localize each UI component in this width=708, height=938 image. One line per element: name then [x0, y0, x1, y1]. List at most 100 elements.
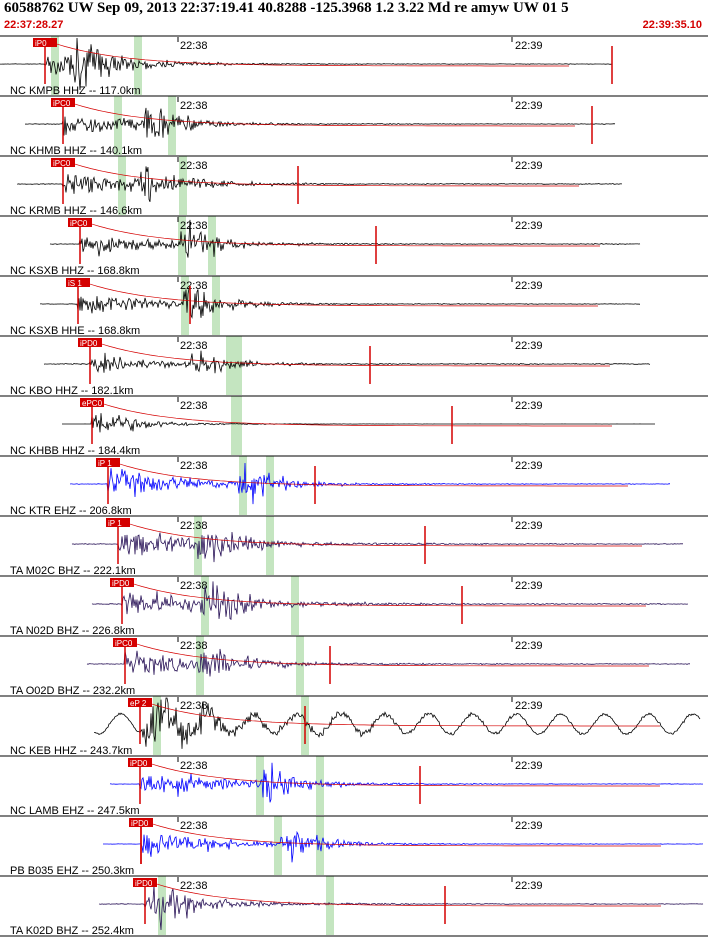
station-label: NC KTR EHZ -- 206.8km — [10, 505, 132, 517]
station-label: NC KSXB HHZ -- 168.8km — [10, 265, 140, 277]
pick-flag — [51, 158, 75, 167]
coda-decay-curve — [83, 221, 600, 247]
station-label: NC KHBB HHZ -- 184.4km — [10, 445, 140, 457]
trace-row: 22:38 22:39 iPC0 NC KHMB HHZ -- 140.1km — [0, 95, 708, 157]
tick-label: 22:38 — [180, 280, 208, 292]
tick-label: 22:38 — [180, 220, 208, 232]
pick-label: iPC0 — [115, 639, 133, 648]
end-time: 22:39:35.10 — [642, 19, 702, 31]
phase-band — [226, 336, 234, 395]
pick-label: iP 1 — [98, 459, 112, 468]
phase-band — [234, 396, 242, 455]
pick-flag — [129, 818, 153, 827]
phase-band — [326, 876, 334, 935]
tick-label: 22:39 — [515, 400, 543, 412]
tick-label: 22:38 — [180, 640, 208, 652]
phase-band — [179, 156, 187, 215]
station-label: TA N02D BHZ -- 226.8km — [10, 625, 135, 637]
pick-label: iPD0 — [135, 879, 153, 888]
station-label: TA O02D BHZ -- 232.2km — [10, 685, 135, 697]
phase-band — [181, 276, 189, 335]
waveform-trace — [0, 37, 613, 91]
tick-label: 22:39 — [515, 340, 543, 352]
tick-label: 22:39 — [515, 220, 543, 232]
station-label: NC KBO HHZ -- 182.1km — [10, 385, 133, 397]
coda-decay-curve — [95, 401, 612, 427]
phase-band — [296, 636, 304, 695]
trace-row: 22:38 22:39 iPD0 TA K02D BHZ -- 252.4km — [0, 875, 708, 937]
pick-flag — [133, 878, 157, 887]
pick-label: iPC0 — [53, 99, 71, 108]
tick-label: 22:38 — [180, 160, 208, 172]
trace-row: 22:38 22:39 iP 1 TA M02C BHZ -- 222.1km — [0, 515, 708, 577]
tick-label: 22:38 — [180, 700, 208, 712]
trace-row: 22:38 22:39 iPD0 TA N02D BHZ -- 226.8km — [0, 575, 708, 637]
coda-decay-curve — [66, 161, 579, 187]
coda-decay-curve — [48, 41, 569, 67]
waveform-trace — [91, 581, 689, 621]
pick-flag — [80, 398, 104, 407]
pick-label: ePC0 — [82, 399, 103, 408]
tick-label: 22:38 — [180, 340, 208, 352]
waveform-trace — [94, 697, 701, 749]
pick-label: iPD0 — [112, 579, 130, 588]
waveform-trace — [24, 107, 616, 138]
station-label: TA K02D BHZ -- 252.4km — [10, 925, 134, 937]
waveform-trace — [49, 219, 641, 258]
coda-decay-curve — [111, 461, 628, 487]
pick-flag — [96, 458, 120, 467]
waveform-trace — [109, 762, 704, 803]
coda-decay-curve — [143, 701, 660, 727]
phase-band — [316, 756, 324, 815]
pick-flag — [128, 698, 152, 707]
pick-label: iPC0 — [53, 159, 71, 168]
pick-label: iPD0 — [130, 759, 148, 768]
station-label: NC KSXB HHE -- 168.8km — [10, 325, 140, 337]
pick-flag — [78, 338, 102, 347]
station-label: NC KRMB HHZ -- 146.6km — [10, 205, 142, 217]
tick-label: 22:38 — [180, 460, 208, 472]
coda-decay-curve — [148, 881, 661, 907]
tick-label: 22:39 — [515, 160, 543, 172]
phase-band — [194, 516, 202, 575]
tick-label: 22:38 — [180, 760, 208, 772]
coda-decay-curve — [66, 101, 575, 127]
phase-band — [168, 96, 176, 155]
phase-band — [274, 816, 282, 875]
trace-row: 22:38 22:39 iPC0 NC KRMB HHZ -- 146.6km — [0, 155, 708, 217]
station-label: PB B035 EHZ -- 250.3km — [10, 865, 134, 877]
tick-label: 22:39 — [515, 760, 543, 772]
trace-row: 22:38 22:39 iP0 NC KMPB HHZ -- 117.0km — [0, 35, 708, 97]
tick-label: 22:38 — [180, 580, 208, 592]
coda-decay-curve — [93, 341, 610, 367]
trace-row: 22:38 22:39 iS 1 NC KSXB HHE -- 168.8km — [0, 275, 708, 337]
waveform-trace — [98, 884, 704, 931]
station-label: NC LAMB EHZ -- 247.5km — [10, 805, 140, 817]
phase-band — [208, 216, 216, 275]
waveform-trace — [103, 830, 704, 863]
phase-band — [178, 216, 186, 275]
tick-label: 22:39 — [515, 820, 543, 832]
trace-row: 22:38 22:39 iP 1 NC KTR EHZ -- 206.8km — [0, 455, 708, 517]
phase-band — [266, 456, 274, 515]
waveform-trace — [40, 286, 640, 319]
pick-label: iPD0 — [131, 819, 149, 828]
tick-label: 22:39 — [515, 700, 543, 712]
pick-label: eP 2 — [130, 699, 147, 708]
tick-label: 22:39 — [515, 100, 543, 112]
tick-label: 22:38 — [180, 400, 208, 412]
waveform-trace — [69, 462, 671, 505]
tick-label: 22:38 — [180, 820, 208, 832]
phase-band — [239, 456, 247, 515]
station-label: TA M02C BHZ -- 222.1km — [10, 565, 136, 577]
coda-decay-curve — [121, 521, 642, 547]
pick-label: iP 1 — [108, 519, 122, 528]
pick-flag — [110, 578, 134, 587]
pick-flag — [128, 758, 152, 767]
coda-decay-curve — [128, 641, 649, 667]
trace-row: 22:38 22:39 iPD0 NC LAMB EHZ -- 247.5km — [0, 755, 708, 817]
tick-label: 22:39 — [515, 640, 543, 652]
pick-flag — [33, 38, 57, 47]
tick-label: 22:39 — [515, 460, 543, 472]
